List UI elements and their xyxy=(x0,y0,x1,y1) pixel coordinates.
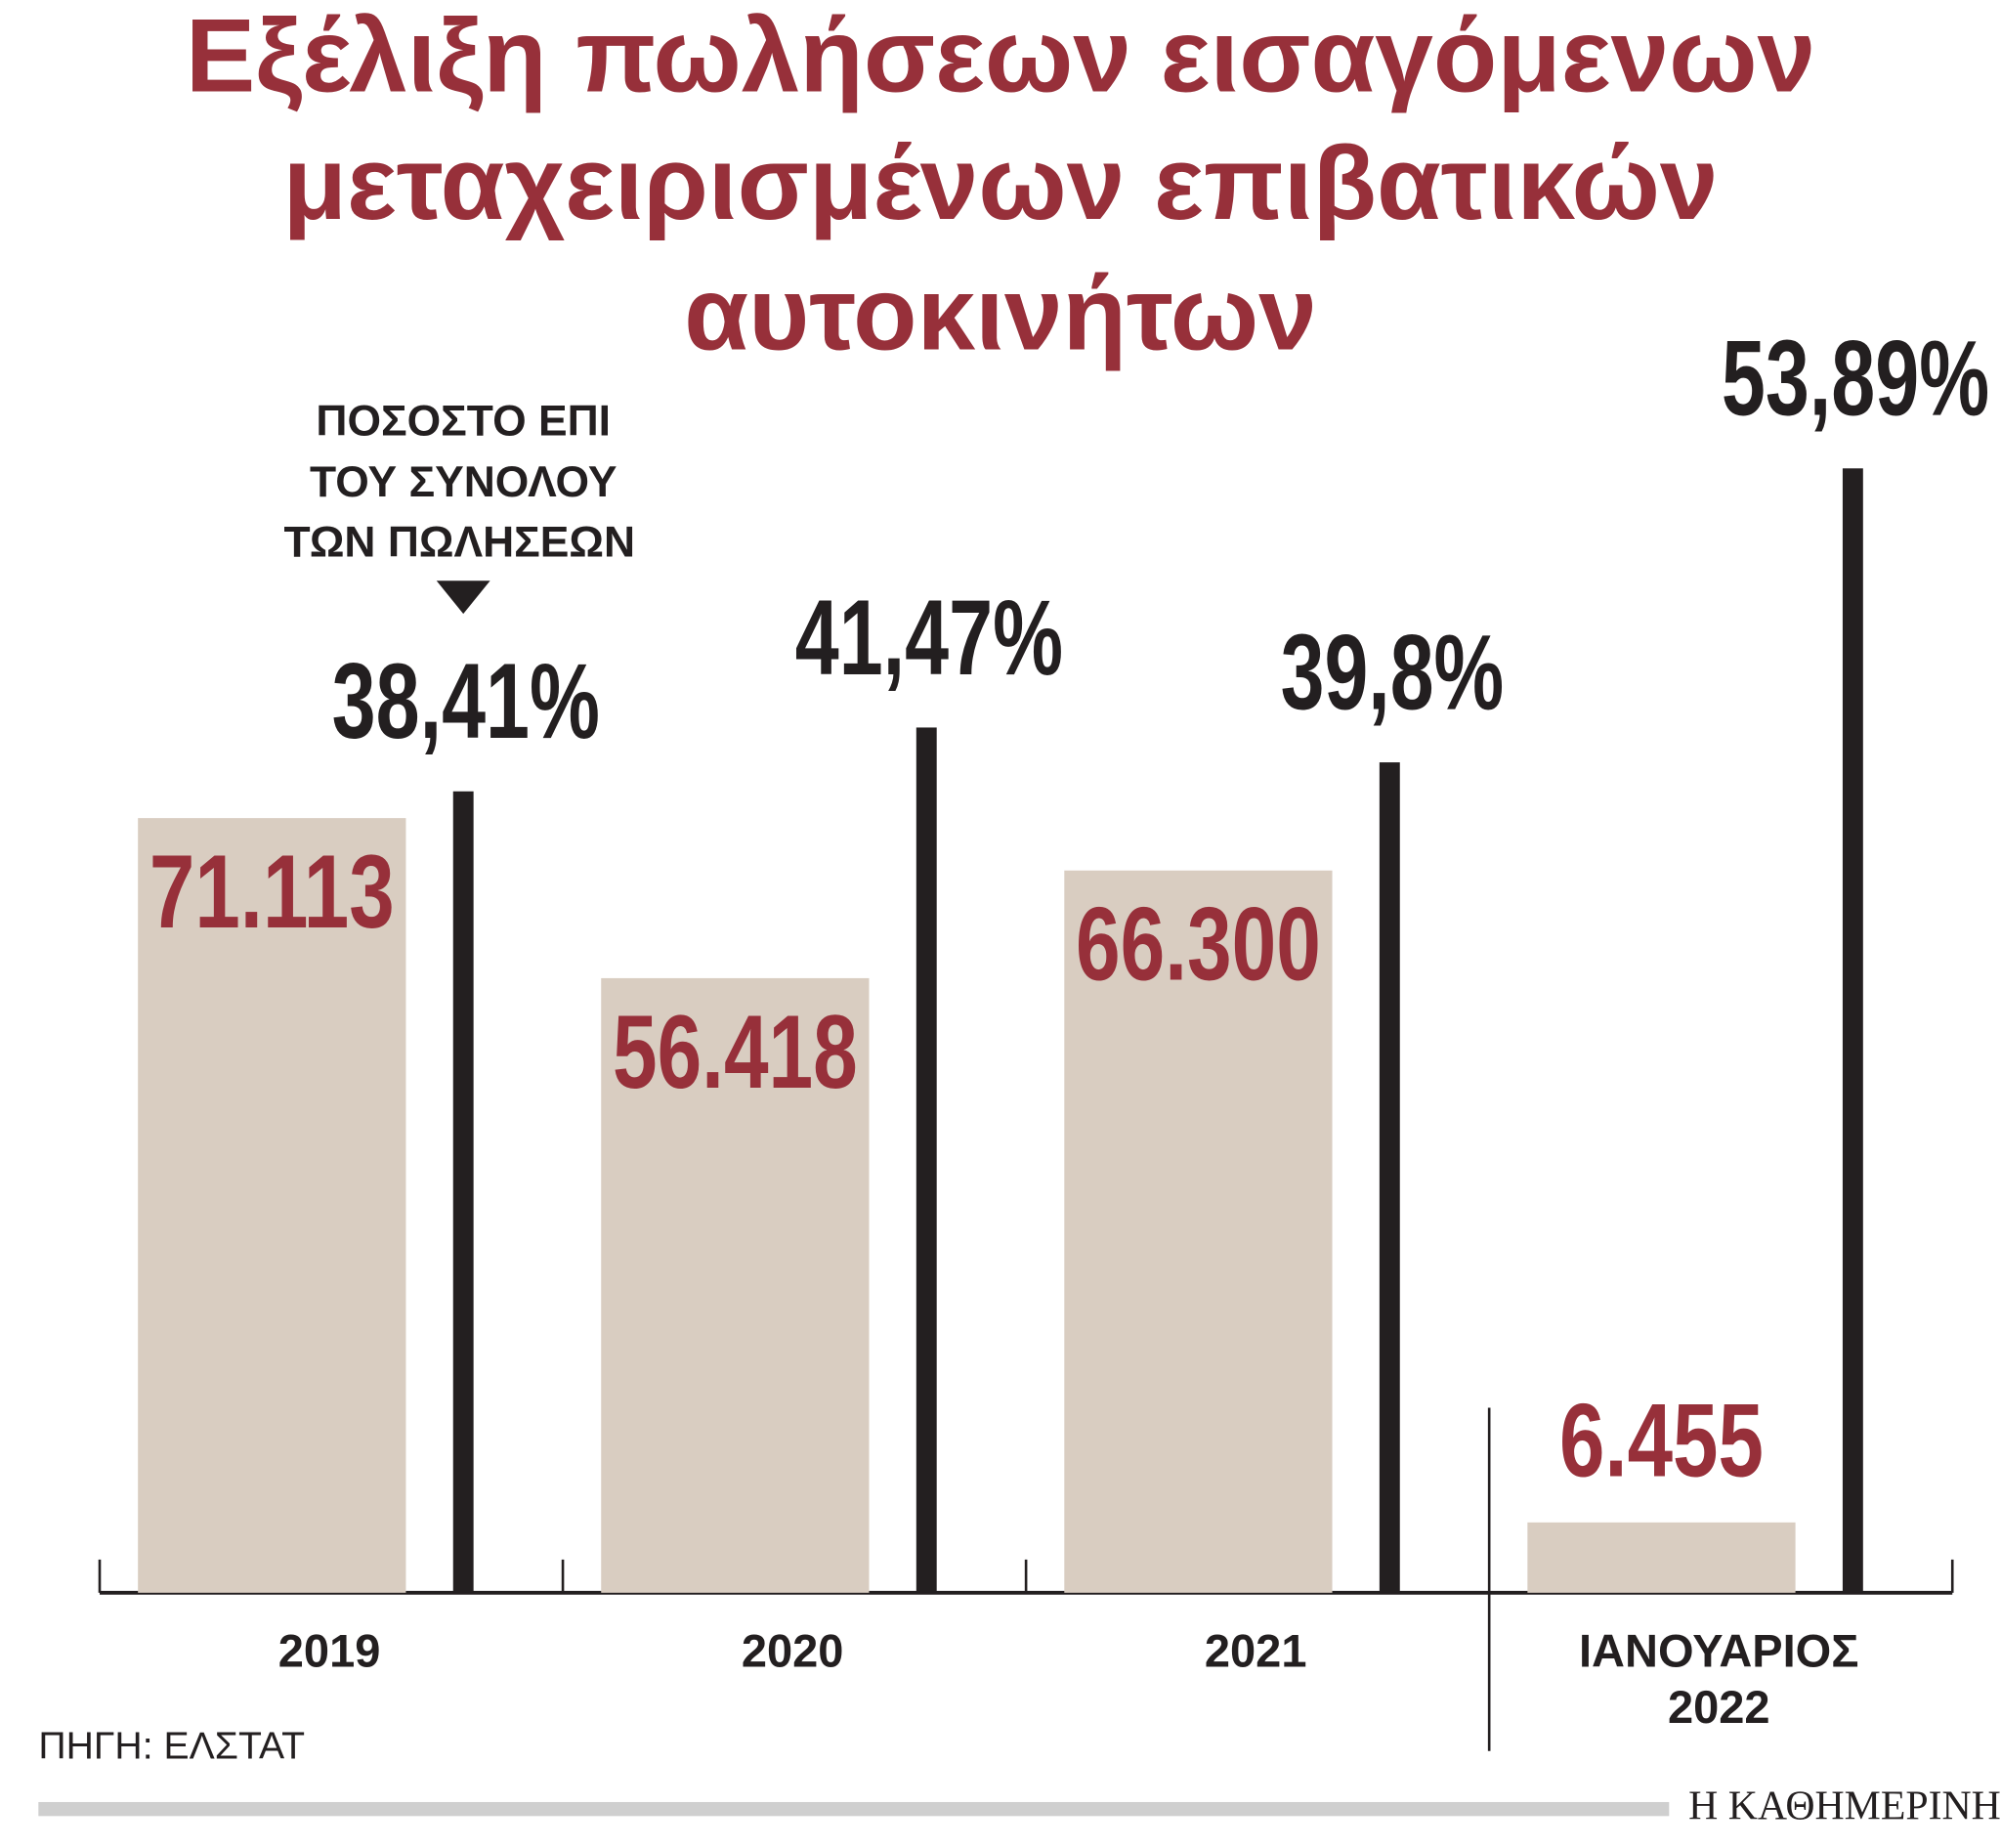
bar xyxy=(1842,468,1863,1593)
data-label: 38,41% xyxy=(332,642,600,761)
bar xyxy=(601,977,870,1593)
bar xyxy=(452,791,474,1593)
chart-title: αυτοκινήτων xyxy=(684,254,1317,371)
bar xyxy=(1064,870,1333,1593)
source: ΠΗΓΗ: ΕΛΣΤΑΤ xyxy=(38,1725,305,1767)
brand: Η ΚΑΘΗΜΕΡΙΝΗ xyxy=(1688,1784,2001,1828)
bar xyxy=(1379,762,1400,1593)
x-tick-label-box: 2019 xyxy=(277,1624,381,1678)
chart-title: μεταχειρισμένων επιβατικών xyxy=(283,124,1719,241)
bar xyxy=(1527,1522,1796,1593)
x-tick-label: 2019 xyxy=(277,1624,381,1678)
data-label: 53,89% xyxy=(1722,320,1989,439)
x-tick-label: 2020 xyxy=(741,1624,844,1678)
data-label: 66.300 xyxy=(1076,885,1321,1003)
data-label: 56.418 xyxy=(613,993,858,1110)
x-tick-label: 2021 xyxy=(1204,1624,1307,1678)
data-label: 41,47% xyxy=(795,579,1063,698)
annotation: ΠΟΣΟΣΤΟ ΕΠΙ xyxy=(316,397,611,445)
annotation-arrow xyxy=(436,580,490,615)
data-label: 71.113 xyxy=(149,833,395,950)
bar xyxy=(138,818,406,1593)
annotation: ΤΟΥ ΣΥΝΟΛΟΥ xyxy=(310,458,617,506)
bar xyxy=(915,727,937,1593)
data-label: 39,8% xyxy=(1281,613,1505,732)
x-tick-label: ΙΑΝΟΥΑΡΙΟΣ 2022 xyxy=(1578,1624,1859,1734)
x-tick-label-box: 2021 xyxy=(1204,1624,1307,1678)
data-label: 6.455 xyxy=(1559,1381,1764,1498)
axis-ticks xyxy=(98,1559,1954,1593)
chart-title: Εξέλιξη πωλήσεων εισαγόμενων xyxy=(186,0,1815,114)
x-tick-label-box: 2020 xyxy=(741,1624,844,1678)
annotation: ΤΩΝ ΠΩΛΗΣΕΩΝ xyxy=(284,518,636,566)
footer-bar xyxy=(38,1801,1670,1817)
x-tick-label-box: ΙΑΝΟΥΑΡΙΟΣ 2022 xyxy=(1578,1624,1859,1734)
